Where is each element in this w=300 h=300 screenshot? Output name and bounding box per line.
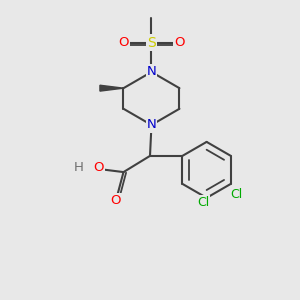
- Text: Cl: Cl: [231, 188, 243, 201]
- Text: N: N: [147, 65, 156, 79]
- Text: N: N: [147, 118, 156, 131]
- Text: H: H: [74, 161, 84, 174]
- Polygon shape: [100, 85, 124, 91]
- Text: O: O: [118, 36, 129, 49]
- Text: O: O: [174, 36, 184, 49]
- Text: S: S: [147, 35, 156, 50]
- Text: O: O: [93, 161, 104, 174]
- Text: O: O: [110, 194, 121, 207]
- Text: Cl: Cl: [197, 196, 209, 209]
